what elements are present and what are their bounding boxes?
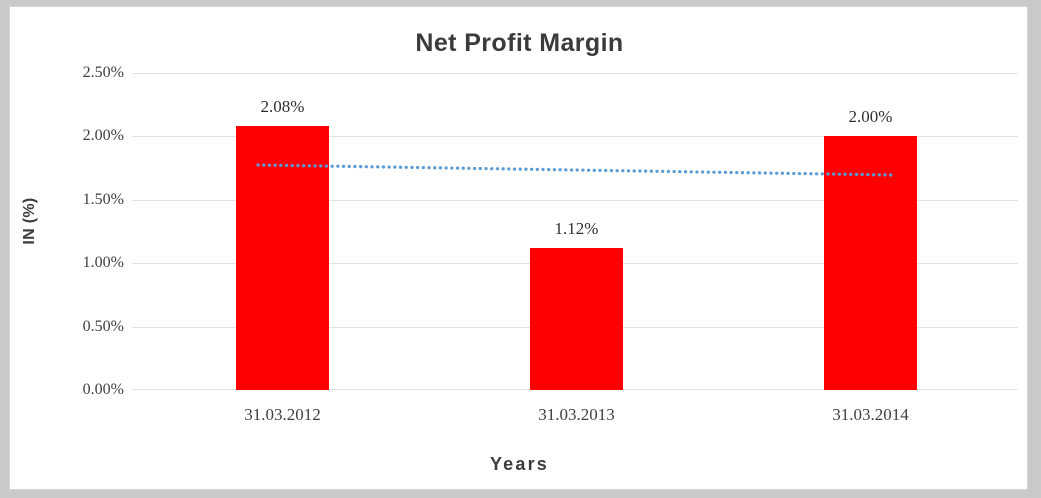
gridline-2-00: [132, 136, 1018, 138]
gridline-1-50: [132, 199, 1018, 201]
x-tick-label-2012: 31.03.2012: [244, 405, 321, 424]
y-tick-label: 0.00%: [82, 381, 124, 398]
bar-value-label-2013: 1.12%: [554, 219, 599, 238]
x-axis-tick-labels: 31.03.2012 31.03.2013 31.03.2014: [132, 405, 1018, 435]
chart-frame: Net Profit Margin 2.50% 2.00% 1.50% 1.00…: [9, 6, 1028, 490]
x-tick-label-2013: 31.03.2013: [538, 405, 615, 424]
trendline-path: [256, 163, 894, 177]
y-tick-label: 0.50%: [82, 317, 124, 335]
y-axis-title: IN (%): [21, 197, 38, 245]
x-tick-label-2014: 31.03.2014: [832, 405, 909, 424]
bar-value-label-2012: 2.08%: [260, 97, 305, 116]
bar-2014[interactable]: [824, 136, 917, 390]
bar-2012[interactable]: [236, 126, 329, 390]
x-axis-title: Years: [489, 454, 550, 474]
plot-area: 2.08% 1.12% 2.00%: [132, 73, 1018, 390]
y-tick-label: 2.50%: [82, 64, 124, 81]
gridline-2-50: [132, 73, 1018, 74]
y-tick-label: 1.50%: [82, 190, 124, 208]
y-tick-label: 2.00%: [82, 127, 124, 145]
chart-title: Net Profit Margin: [415, 29, 624, 57]
bar-value-label-2014: 2.00%: [848, 107, 893, 126]
bar-2013[interactable]: [530, 248, 623, 390]
y-tick-label: 1.00%: [82, 254, 124, 272]
y-axis-tick-labels: 2.50% 2.00% 1.50% 1.00% 0.50% 0.00%: [42, 64, 124, 398]
